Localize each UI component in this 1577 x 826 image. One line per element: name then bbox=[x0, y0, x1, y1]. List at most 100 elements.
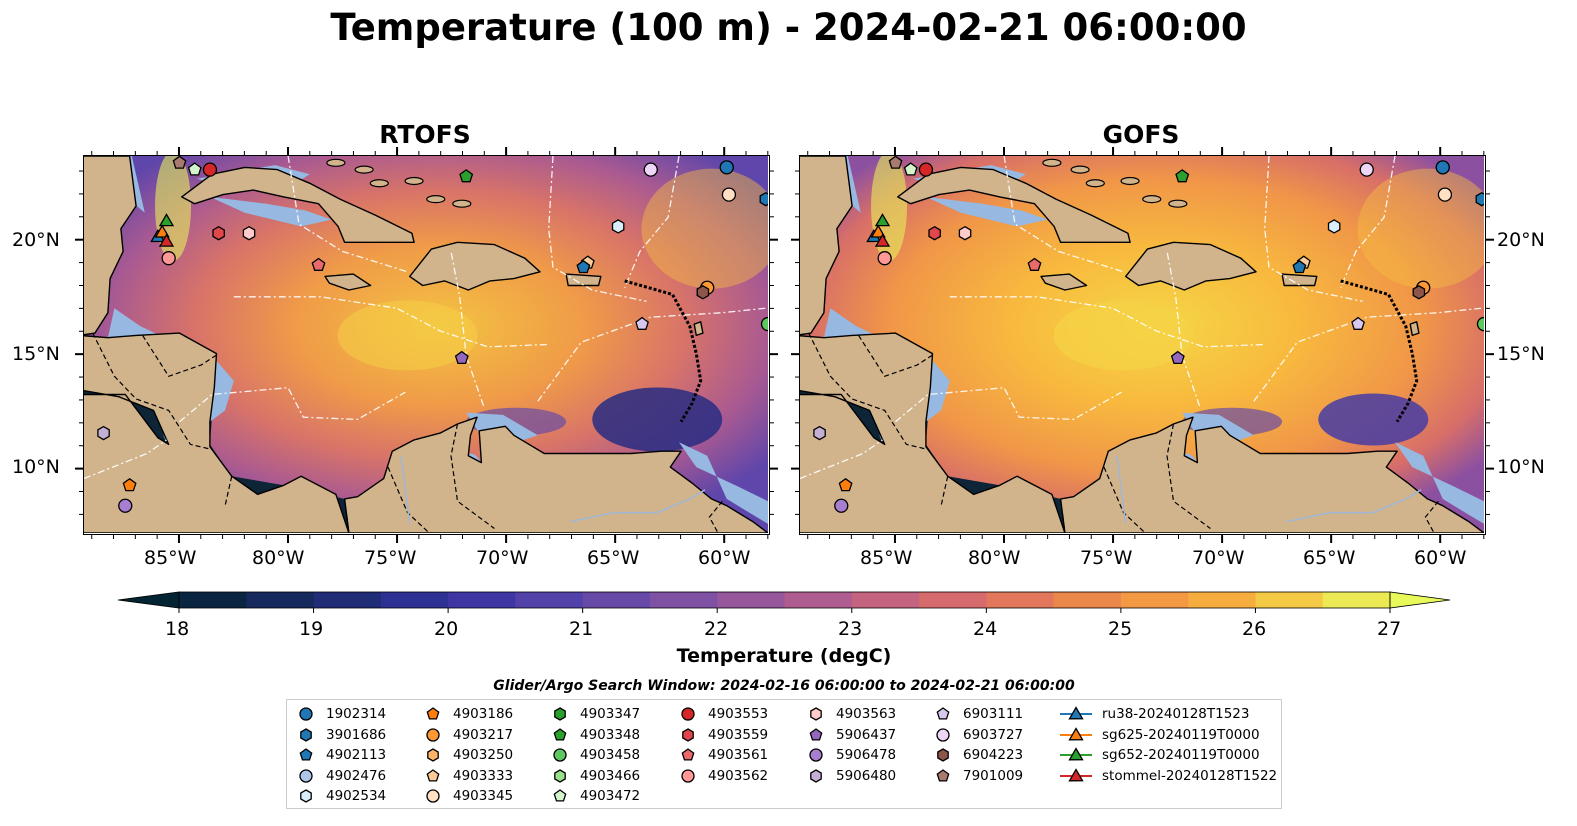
colorbar-bin bbox=[1053, 592, 1122, 608]
gofs-float-4903345 bbox=[1437, 187, 1453, 202]
rtofs-float-4902113 bbox=[576, 259, 591, 274]
gofs-float-4902113 bbox=[1292, 259, 1307, 274]
legend-label: 4903561 bbox=[708, 747, 769, 763]
legend-marker-hexagon bbox=[810, 707, 822, 721]
gofs-land-yucatan bbox=[800, 156, 853, 336]
legend-symbol bbox=[427, 748, 439, 762]
legend-item-stommel-20240128T1522: stommel-20240128T1522 bbox=[1059, 766, 1277, 786]
rtofs-land-cuba bbox=[180, 166, 415, 244]
lon-label-gofs-85: 85°W bbox=[860, 547, 913, 569]
legend-item-4902534: 4902534 bbox=[295, 786, 386, 806]
gofs-bahamas-5 bbox=[1168, 199, 1188, 208]
colorbar-tick-24: 24 bbox=[973, 618, 998, 640]
colorbar-tick-20: 20 bbox=[434, 618, 459, 640]
colorbar-bin bbox=[919, 592, 987, 608]
legend-marker-pentagon bbox=[936, 707, 950, 720]
gofs-border-1 bbox=[940, 476, 949, 506]
legend-item-6904223: 6904223 bbox=[932, 745, 1023, 765]
legend-symbol bbox=[810, 707, 822, 721]
rtofs-bahamas-2 bbox=[369, 179, 389, 188]
lon-label-rtofs-85: 85°W bbox=[144, 547, 197, 569]
rtofs-float-1902314 bbox=[719, 160, 734, 175]
legend-marker-pentagon bbox=[809, 727, 823, 741]
rtofs-float-5906480 bbox=[97, 425, 110, 441]
gofs-bahamas-0 bbox=[1042, 158, 1062, 167]
gofs-float-4903559 bbox=[928, 225, 941, 241]
lon-label-rtofs-65: 65°W bbox=[587, 547, 640, 569]
colorbar-tick-23: 23 bbox=[838, 618, 863, 640]
lat-label-right-20: 20°N bbox=[1497, 229, 1545, 251]
gofs-shelf-2 bbox=[823, 308, 950, 422]
rtofs-glider-sg652-20240119T0000 bbox=[158, 213, 175, 227]
legend-item-4903553: 4903553 bbox=[677, 704, 768, 724]
gofs-cold-patch bbox=[1318, 393, 1429, 446]
gofs-land-lesser-antilles bbox=[1409, 321, 1420, 337]
legend-symbol bbox=[300, 789, 312, 803]
rtofs-bahamas-0 bbox=[326, 158, 346, 167]
legend-label: 4903562 bbox=[708, 767, 769, 784]
legend-marker-circle bbox=[426, 727, 440, 742]
legend-item-4903466: 4903466 bbox=[549, 766, 640, 786]
lat-label-right-10: 10°N bbox=[1497, 456, 1545, 478]
legend-symbol bbox=[682, 727, 694, 742]
colorbar-bin bbox=[986, 592, 1055, 608]
rtofs-eez-7 bbox=[624, 156, 680, 288]
legend-label: 4903250 bbox=[453, 747, 514, 763]
figure-title: Temperature (100 m) - 2024-02-21 06:00:0… bbox=[330, 6, 1247, 49]
colorbar-extend-max bbox=[1389, 591, 1451, 609]
legend-marker-circle bbox=[299, 707, 313, 721]
lon-label-rtofs-75: 75°W bbox=[364, 547, 417, 569]
legend-label: stommel-20240128T1522 bbox=[1102, 767, 1278, 784]
gofs-float-5906437 bbox=[1170, 350, 1185, 365]
legend-symbol bbox=[809, 748, 823, 762]
map-gofs bbox=[799, 155, 1486, 535]
legend-item-sg652-20240119T0000: sg652-20240119T0000 bbox=[1059, 745, 1260, 765]
rtofs-eez-2 bbox=[537, 307, 766, 402]
panel-title-gofs: GOFS bbox=[1102, 120, 1180, 149]
legend-item-5906437: 5906437 bbox=[805, 725, 896, 745]
rtofs-border-2 bbox=[346, 514, 350, 534]
legend-symbol bbox=[554, 768, 566, 783]
legend-item-6903111: 6903111 bbox=[932, 704, 1023, 724]
gofs-float-4902534 bbox=[1327, 219, 1341, 234]
legend-label: 4903347 bbox=[580, 706, 641, 722]
legend-marker-hexagon bbox=[810, 768, 822, 783]
legend-label: 6903111 bbox=[963, 706, 1024, 722]
legend-marker-pentagon bbox=[553, 727, 567, 741]
gofs-shelf-1 bbox=[925, 196, 1048, 227]
gofs-eez-4 bbox=[895, 387, 1122, 423]
colorbar bbox=[117, 591, 1451, 613]
colorbar-bin bbox=[1255, 592, 1324, 608]
legend-symbol bbox=[1068, 747, 1084, 761]
rtofs-antilles-arc bbox=[624, 279, 703, 423]
gofs-antilles-arc bbox=[1340, 279, 1419, 423]
legend-item-5906480: 5906480 bbox=[805, 766, 896, 786]
rtofs-river-orinoco bbox=[570, 489, 706, 523]
rtofs-float-4903348 bbox=[459, 169, 474, 183]
rtofs-shelf-1 bbox=[209, 196, 332, 227]
gofs-bahamas-2 bbox=[1085, 179, 1105, 188]
gofs-glider-sg625-20240119T0000 bbox=[870, 224, 886, 238]
legend-symbol bbox=[299, 707, 313, 721]
rtofs-border-6 bbox=[387, 466, 430, 534]
gofs-float-4903186 bbox=[838, 477, 853, 492]
lon-label-gofs-70: 70°W bbox=[1192, 547, 1245, 569]
gofs-eez-5 bbox=[1166, 251, 1201, 407]
legend-marker-pentagon bbox=[553, 789, 567, 802]
legend-label: ru38-20240128T1523 bbox=[1102, 706, 1250, 722]
legend-label: 4902534 bbox=[326, 788, 387, 804]
rtofs-shelf-2 bbox=[107, 308, 234, 422]
rtofs-eez-1 bbox=[287, 156, 408, 273]
gofs-eez-3 bbox=[1264, 156, 1363, 302]
rtofs-float-4903186 bbox=[122, 477, 137, 492]
rtofs-border-1 bbox=[224, 476, 233, 506]
rtofs-land-lesser-antilles bbox=[693, 321, 704, 337]
rtofs-land-hispaniola bbox=[409, 241, 541, 291]
gofs-border-3 bbox=[1166, 423, 1211, 529]
legend-symbol bbox=[426, 768, 440, 782]
gofs-float-4903472 bbox=[903, 162, 918, 176]
legend-symbol bbox=[299, 768, 313, 783]
gofs-eez-1 bbox=[1003, 156, 1124, 273]
gofs-land-south-america bbox=[1059, 416, 1485, 534]
